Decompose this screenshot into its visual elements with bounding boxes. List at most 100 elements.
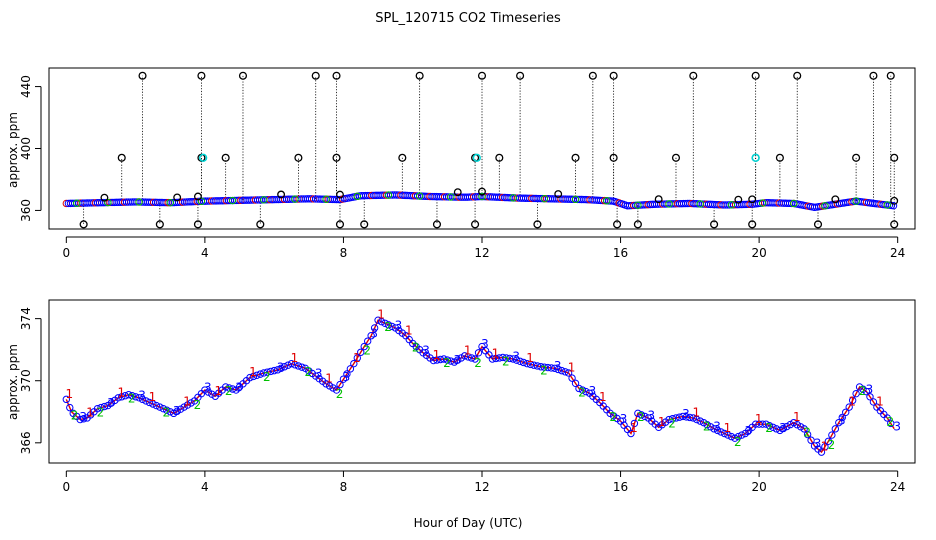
bottom-point [76, 415, 84, 424]
bottom-point [824, 437, 833, 445]
bottom-symbol-label: 2 [540, 364, 548, 378]
bottom-point [363, 337, 372, 345]
bottom-point [114, 394, 122, 402]
top-green-point [228, 196, 237, 205]
bottom-point [467, 354, 476, 362]
bottom-point [149, 400, 157, 408]
bottom-point [710, 425, 718, 433]
bottom-symbol-label: 1 [214, 384, 222, 398]
bottom-point [800, 425, 808, 433]
bottom-point [831, 425, 840, 433]
bottom-symbol-label: 1 [821, 440, 829, 454]
bottom-point [724, 431, 732, 439]
bottom-point [575, 384, 583, 393]
bottom-point [443, 356, 452, 364]
bottom-point [530, 361, 538, 369]
top-mid-point [852, 153, 861, 162]
bottom-symbol-label: 1 [599, 390, 607, 404]
top-green-point [509, 194, 517, 202]
top-marker-point [336, 190, 344, 199]
bottom-symbol-label: 2 [263, 370, 271, 384]
top-x-tick-label: 20 [751, 246, 766, 260]
bottom-point [516, 357, 524, 366]
bottom-symbol-label: 1 [86, 406, 94, 420]
top-mid-point [609, 153, 618, 162]
bottom-point [564, 369, 573, 377]
bottom-y-tick-label: 366 [19, 431, 33, 454]
bottom-symbol-label: 3 [315, 367, 323, 381]
bottom-point [495, 354, 504, 362]
bottom-point [807, 436, 815, 444]
bottom-symbol-label: 3 [838, 413, 846, 427]
bottom-point [502, 354, 510, 362]
top-marker-point [748, 195, 757, 204]
bottom-point [343, 370, 351, 378]
bottom-x-tick-label: 8 [340, 480, 348, 494]
bottom-symbol-label: 3 [138, 388, 146, 402]
bottom-point [554, 365, 562, 374]
bottom-symbol-label: 2 [305, 365, 313, 379]
bottom-point [686, 413, 694, 422]
bottom-symbol-label: 2 [412, 340, 420, 354]
bottom-point [627, 429, 635, 438]
top-x-tick-label: 12 [474, 246, 489, 260]
top-mid-point [332, 153, 341, 162]
bottom-point [665, 415, 673, 424]
top-green-point [135, 198, 143, 206]
bottom-point [384, 321, 393, 329]
top-low-point [432, 220, 442, 229]
bottom-point [273, 366, 282, 374]
top-green-point [665, 200, 673, 208]
bottom-point [817, 448, 826, 456]
bottom-point [332, 386, 341, 394]
bottom-x-tick-label: 4 [201, 480, 209, 494]
bottom-point [755, 420, 763, 428]
top-high-point [332, 71, 341, 80]
bottom-point [838, 413, 846, 422]
top-marker-point [890, 196, 899, 205]
bottom-point [731, 434, 739, 442]
top-marker-point [194, 192, 202, 201]
top-high-point [588, 71, 597, 80]
bottom-point [256, 370, 265, 378]
bottom-symbol-label: 2 [668, 416, 676, 430]
bottom-point [228, 385, 237, 393]
top-y-tick-label: 360 [19, 199, 33, 222]
bottom-point [464, 353, 472, 361]
bottom-y-tick-label: 370 [19, 369, 33, 392]
bottom-symbol-label: 1 [568, 361, 576, 375]
bottom-point [249, 372, 258, 381]
bottom-point [848, 396, 857, 405]
top-high-point [477, 71, 487, 80]
bottom-x-tick-label: 24 [890, 480, 905, 494]
bottom-symbol-label: 1 [658, 415, 666, 429]
x-axis-label: Hour of Day (UTC) [414, 516, 523, 530]
top-low-point [79, 220, 88, 229]
bottom-symbol-label: 2 [637, 410, 645, 424]
bottom-symbol-label: 1 [291, 351, 299, 365]
top-high-point [751, 71, 760, 80]
bottom-point [253, 371, 261, 379]
bottom-point [641, 412, 649, 421]
bottom-symbol-label: 2 [194, 398, 202, 412]
top-marker-point [734, 195, 743, 204]
top-high-point [516, 71, 525, 80]
bottom-point [471, 355, 479, 363]
bottom-point [156, 403, 164, 411]
bottom-symbol-label: 2 [71, 409, 79, 423]
bottom-symbol-label: 3 [554, 359, 562, 373]
bottom-point [506, 354, 514, 363]
top-high-point [138, 71, 147, 80]
bottom-point [696, 417, 704, 425]
top-green-point [415, 192, 424, 200]
top-mid-point [671, 153, 681, 162]
bottom-symbol-label: 2 [443, 356, 451, 370]
bottom-symbol-label: 2 [578, 385, 586, 399]
top-green-point [447, 193, 455, 201]
top-marker-point [478, 187, 486, 196]
bottom-point [294, 362, 303, 370]
bottom-symbol-label: 1 [876, 395, 884, 409]
bottom-point [738, 431, 746, 439]
top-x-tick-label: 16 [613, 246, 628, 260]
top-y-tick-label: 440 [19, 75, 33, 98]
